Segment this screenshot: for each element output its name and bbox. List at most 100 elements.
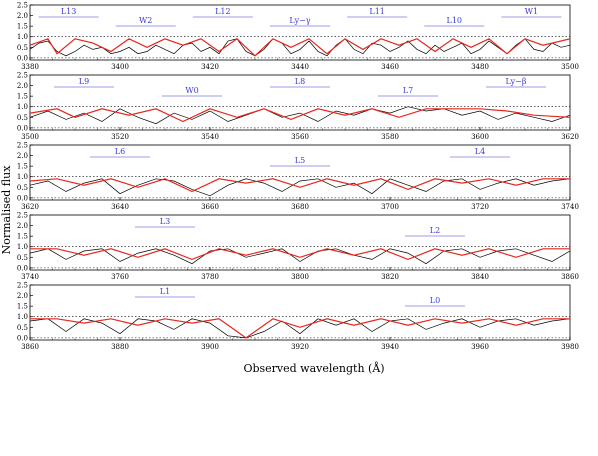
y-tick-label: 2.5 — [17, 72, 28, 80]
x-tick-label: 3660 — [201, 203, 219, 211]
x-tick-label: 3920 — [291, 343, 309, 351]
y-tick-label: 0.5 — [17, 254, 28, 262]
model-fit-line — [30, 318, 570, 339]
y-tick-label: 1.5 — [17, 233, 28, 241]
x-tick-label: 3740 — [561, 203, 579, 211]
x-tick-label: 3640 — [111, 203, 129, 211]
y-tick-label: 1.0 — [17, 103, 28, 111]
observed-spectrum-line — [29, 38, 571, 57]
annotation-label: L1 — [160, 287, 170, 296]
panel-frame — [29, 284, 571, 341]
x-tick-label: 3740 — [21, 273, 39, 281]
annotation-label: L8 — [295, 77, 305, 86]
panel-5: 3860 3880 3900 3920 3940 3960 3980 0.0 0.5 1.0 1.5… — [17, 282, 579, 352]
x-tick-label: 3800 — [291, 273, 309, 281]
x-tick-label: 3940 — [381, 343, 399, 351]
y-tick-label: 1.0 — [17, 33, 28, 41]
x-tick-label: 3400 — [111, 63, 129, 71]
y-tick-label: 2.5 — [17, 212, 28, 220]
y-tick-label: 0.0 — [17, 334, 28, 342]
x-tick-label: 3900 — [201, 343, 219, 351]
x-tick-label: 3540 — [201, 133, 219, 141]
annotation-label: L2 — [430, 226, 440, 235]
y-tick-label: 0.0 — [17, 264, 28, 272]
y-tick-label: 0.5 — [17, 184, 28, 192]
panel-2: 3500 3520 3540 3560 3580 3600 3620 0.0 0.5 1.0 1.5… — [17, 72, 579, 142]
x-tick-label: 3860 — [21, 343, 39, 351]
y-tick-label: 1.0 — [17, 313, 28, 321]
annotation-label: L13 — [61, 7, 77, 16]
y-tick-label: 2.0 — [17, 82, 28, 90]
x-tick-label: 3600 — [471, 133, 489, 141]
x-tick-label: 3820 — [381, 273, 399, 281]
annotation-label: L12 — [215, 7, 231, 16]
x-tick-label: 3680 — [291, 203, 309, 211]
x-axis-label: Observed wavelength (Å) — [243, 361, 384, 375]
y-tick-label: 1.0 — [17, 243, 28, 251]
annotation-label: W0 — [185, 86, 198, 95]
panel-3: 3620 3640 3660 3680 3700 3720 3740 0.0 0.5 1.0 1.5… — [17, 142, 579, 212]
x-tick-label: 3500 — [21, 133, 39, 141]
y-tick-label: 1.5 — [17, 163, 28, 171]
x-tick-label: 3700 — [381, 203, 399, 211]
x-tick-label: 3620 — [21, 203, 39, 211]
x-tick-label: 3860 — [561, 273, 579, 281]
annotation-label: Ly−γ — [289, 16, 310, 25]
annotation-label: L11 — [369, 7, 385, 16]
y-tick-label: 0.5 — [17, 44, 28, 52]
y-tick-label: 1.5 — [17, 23, 28, 31]
y-tick-label: 0.0 — [17, 194, 28, 202]
model-fit-line — [29, 38, 571, 57]
x-tick-label: 3560 — [291, 133, 309, 141]
y-tick-label: 2.5 — [17, 2, 28, 10]
annotation-label: L5 — [295, 156, 305, 165]
y-tick-label: 2.5 — [17, 142, 28, 150]
y-tick-label: 1.5 — [17, 303, 28, 311]
x-tick-label: 3620 — [561, 133, 579, 141]
y-tick-label: 2.0 — [17, 292, 28, 300]
annotation-label: W1 — [525, 7, 538, 16]
x-tick-label: 3880 — [111, 343, 129, 351]
annotation-label: L0 — [430, 296, 440, 305]
panel-frame — [29, 144, 571, 201]
x-tick-label: 3460 — [381, 63, 399, 71]
x-tick-label: 3500 — [561, 63, 579, 71]
y-tick-label: 0.0 — [17, 54, 28, 62]
annotation-label: L9 — [79, 77, 89, 86]
y-tick-label: 2.0 — [17, 152, 28, 160]
x-tick-label: 3980 — [561, 343, 579, 351]
y-tick-label: 2.0 — [17, 12, 28, 20]
y-tick-label: 1.5 — [17, 93, 28, 101]
annotation-label: L6 — [115, 147, 125, 156]
observed-spectrum-line — [29, 248, 571, 265]
annotation-label: L3 — [160, 217, 170, 226]
x-tick-label: 3720 — [471, 203, 489, 211]
observed-spectrum-line — [29, 178, 571, 197]
y-tick-label: 1.0 — [17, 173, 28, 181]
annotation-label: L7 — [403, 86, 413, 95]
y-tick-label: 0.0 — [17, 124, 28, 132]
annotation-label: Ly−β — [505, 77, 526, 86]
model-fit-line — [30, 248, 570, 261]
x-tick-label: 3380 — [21, 63, 39, 71]
y-tick-label: 0.5 — [17, 324, 28, 332]
observed-spectrum-line — [29, 318, 571, 339]
panel-4: 3740 3760 3780 3800 3820 3840 3860 0.0 0.5 1.0 1.5… — [17, 212, 579, 282]
x-tick-label: 3520 — [111, 133, 129, 141]
x-tick-label: 3580 — [381, 133, 399, 141]
x-tick-label: 3840 — [471, 273, 489, 281]
x-tick-label: 3780 — [201, 273, 219, 281]
x-tick-label: 3960 — [471, 343, 489, 351]
x-tick-label: 3480 — [471, 63, 489, 71]
annotation-label: L10 — [447, 16, 463, 25]
x-tick-label: 3420 — [201, 63, 219, 71]
y-tick-label: 2.0 — [17, 222, 28, 230]
model-fit-line — [29, 108, 571, 123]
annotation-label: L4 — [475, 147, 485, 156]
model-fit-line — [29, 178, 570, 193]
x-tick-label: 3440 — [291, 63, 309, 71]
y-tick-label: 0.5 — [17, 114, 28, 122]
panel-1: 3380 3400 3420 3440 3460 3480 3500 0.0 0.5 1.0 1.5… — [17, 2, 579, 72]
y-tick-label: 2.5 — [17, 282, 28, 290]
